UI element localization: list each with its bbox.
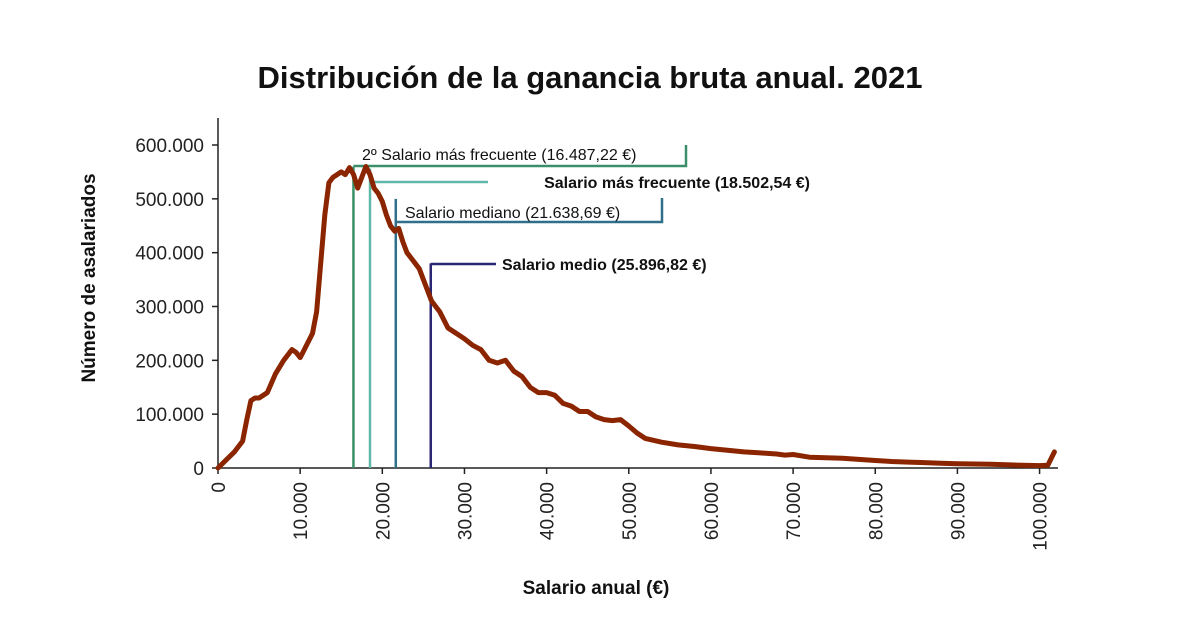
annotation-label: Salario más frecuente (18.502,54 €) xyxy=(544,175,810,192)
y-tick-label: 400.000 xyxy=(135,244,204,265)
x-tick-labels: 0 10.000 20.000 30.000 40.000 50.000 60.000 70.… xyxy=(209,468,1052,551)
axes xyxy=(217,118,1058,469)
x-tick-label: 20.000 xyxy=(373,482,394,540)
x-tick-label: 100.000 xyxy=(1031,482,1052,551)
x-tick-label: 60.000 xyxy=(702,482,723,540)
y-tick-label: 0 xyxy=(193,459,204,480)
y-axis-label: Número de asalariados xyxy=(79,173,100,382)
x-tick-label: 80.000 xyxy=(866,482,887,540)
y-tick-labels: 0 100.000 200.000 300.000 400.000 500.000 600.… xyxy=(135,136,204,480)
y-tick-label: 200.000 xyxy=(135,351,204,372)
x-tick-label: 40.000 xyxy=(538,482,559,540)
y-tick-label: 500.000 xyxy=(135,190,204,211)
annotation-labels: 2º Salario más frecuente (16.487,22 €) Sa… xyxy=(362,147,810,274)
x-tick-label: 90.000 xyxy=(948,482,969,540)
x-axis-label: Salario anual (€) xyxy=(523,578,670,599)
annotation-bracket xyxy=(353,145,688,168)
y-tick-label: 300.000 xyxy=(135,298,204,319)
x-tick-label: 70.000 xyxy=(784,482,805,540)
y-gridlines xyxy=(212,144,218,469)
y-tick-label: 600.000 xyxy=(135,136,204,157)
chart-title: Distribución de la ganancia bruta anual.… xyxy=(258,60,923,95)
annotation-label: 2º Salario más frecuente (16.487,22 €) xyxy=(362,147,636,164)
x-tick-label: 10.000 xyxy=(291,482,312,540)
x-tick-label: 50.000 xyxy=(620,482,641,540)
y-tick-label: 100.000 xyxy=(135,405,204,426)
distribution-line xyxy=(215,164,1057,471)
x-tick-label: 0 xyxy=(209,482,230,493)
annotation-label: Salario mediano (21.638,69 €) xyxy=(405,205,620,222)
annotation-lines xyxy=(352,145,688,468)
annotation-bracket xyxy=(395,198,664,224)
x-tick-label: 30.000 xyxy=(455,482,476,540)
annotation-label: Salario medio (25.896,82 €) xyxy=(502,257,707,274)
